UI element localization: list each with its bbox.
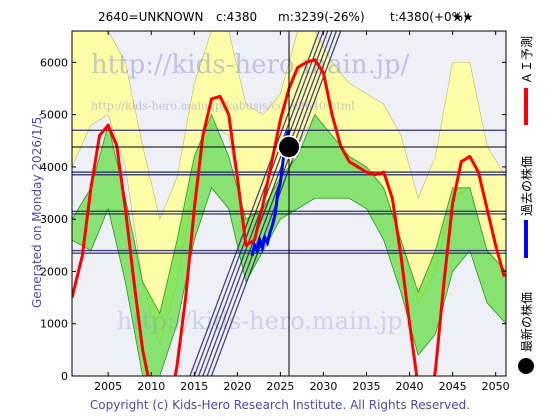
legend-past-label: 過去の株価: [520, 155, 534, 216]
latest-point-ring: [277, 135, 301, 159]
x-tick-label: 2045: [439, 380, 467, 393]
y-tick-label: 5000: [40, 109, 68, 122]
x-tick-label: 2030: [309, 380, 337, 393]
y-tick-label: 4000: [40, 161, 68, 174]
header-mean: m:3239(-26%): [278, 10, 365, 24]
x-tick-label: 2010: [137, 380, 165, 393]
trend-line: [206, 31, 337, 376]
y-tick-label: 6000: [40, 56, 68, 69]
legend-latest-swatch: [518, 358, 534, 374]
plot-frame: [71, 30, 507, 377]
header-stars: ★★: [452, 10, 474, 24]
x-tick-label: 2025: [266, 380, 294, 393]
legend-latest-label: 最新の株価: [520, 291, 534, 352]
latest-point-marker: [279, 137, 299, 158]
x-tick-label: 2020: [223, 380, 251, 393]
header-code: 2640=UNKNOWN: [98, 10, 204, 24]
x-tick-label: 2035: [353, 380, 381, 393]
copyright-text: Copyright (c) Kids-Hero Research Institu…: [89, 398, 471, 412]
trend-line: [202, 31, 333, 376]
trend-line: [189, 31, 320, 376]
green-band: [72, 113, 506, 376]
plot-area: http://kids-hero.main.jp/http://kids-her…: [72, 31, 506, 376]
y-tick-label: 1000: [40, 318, 68, 331]
x-tick-label: 2050: [482, 380, 510, 393]
y-tick-label: 0: [61, 370, 68, 383]
legend-ai-label: ＡＩ予測: [520, 35, 534, 84]
watermark-line1: http://kids-hero.main.jp/: [91, 50, 410, 80]
watermark-line3: http://kids-hero.main.jp: [117, 307, 403, 335]
header-current: c:4380: [216, 10, 258, 24]
trend-line: [193, 31, 325, 376]
x-tick-label: 2040: [396, 380, 424, 393]
y-tick-label: 2000: [40, 265, 68, 278]
y-tick-label: 3000: [40, 213, 68, 226]
x-tick-label: 2015: [180, 380, 208, 393]
x-tick-label: 2005: [94, 380, 122, 393]
header-target: t:4380(+0%): [390, 10, 468, 24]
